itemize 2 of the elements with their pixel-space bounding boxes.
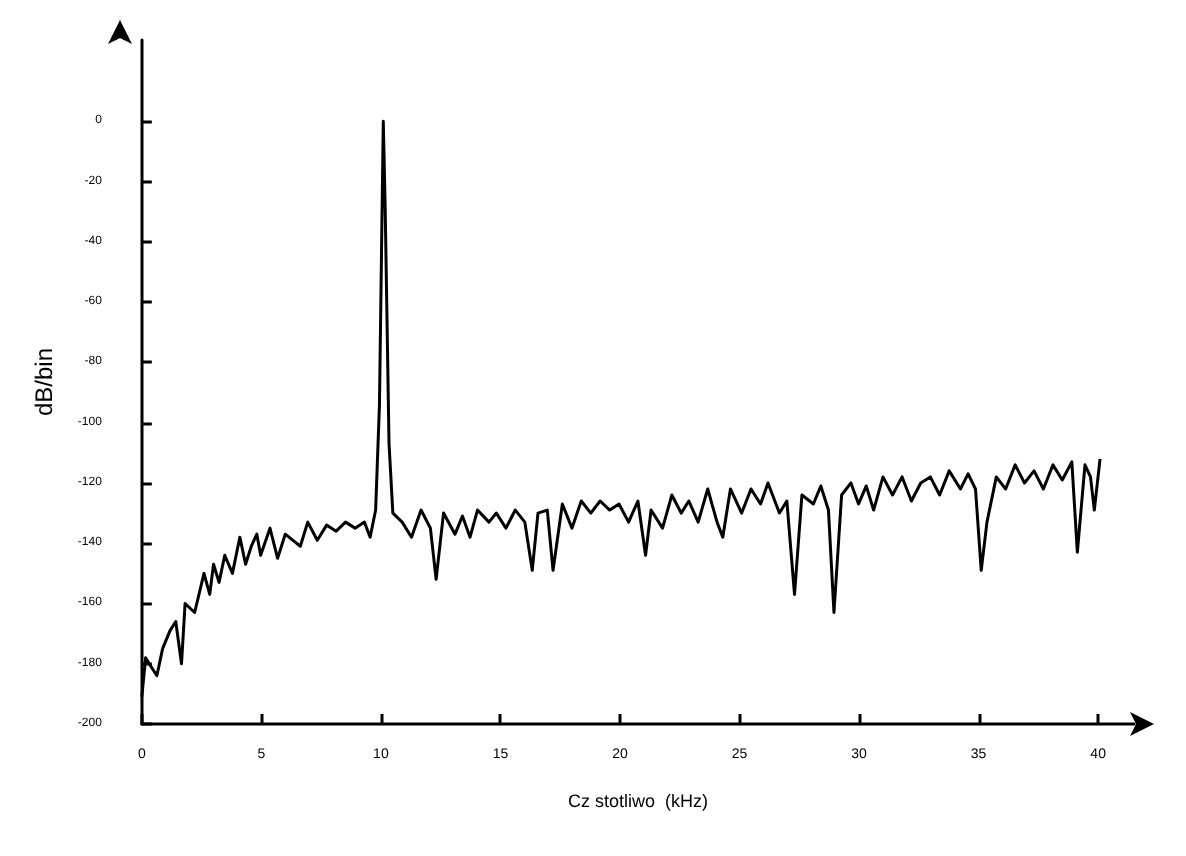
- y-axis-title: dB/bin: [30, 347, 58, 417]
- x-axis-title: Cz stotliwo (kHz): [567, 791, 708, 811]
